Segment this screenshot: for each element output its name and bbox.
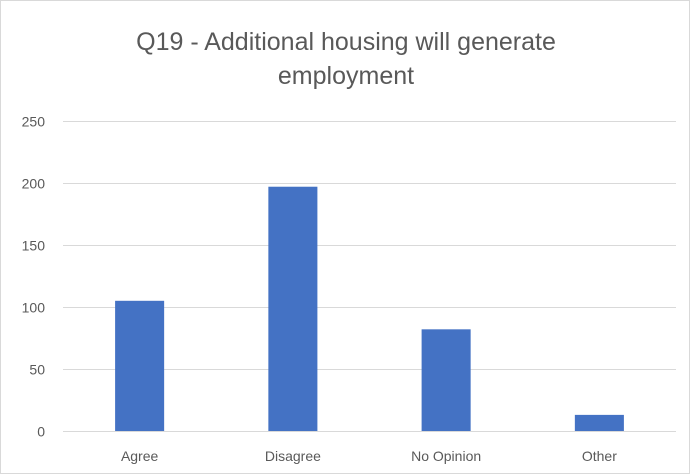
y-tick-label: 150 <box>22 238 46 254</box>
chart-title: Q19 - Additional housing will generate e… <box>1 25 690 93</box>
y-axis-tick-labels: 0 50 100 150 200 250 <box>22 114 46 440</box>
bar-other <box>574 414 624 431</box>
chart-title-line-1: Q19 - Additional housing will generate <box>136 28 556 56</box>
y-tick-label: 0 <box>37 424 45 440</box>
x-tick-label: Other <box>582 448 617 464</box>
y-tick-label: 100 <box>22 300 46 316</box>
bar-disagree <box>268 186 318 431</box>
x-tick-label: No Opinion <box>411 448 481 464</box>
bars <box>115 186 624 431</box>
x-tick-label: Disagree <box>265 448 321 464</box>
gridlines <box>63 121 676 432</box>
chart-title-line-2: employment <box>277 62 415 90</box>
bar-no-opinion <box>421 329 471 431</box>
y-tick-label: 200 <box>22 176 46 192</box>
x-tick-label: Agree <box>121 448 159 464</box>
y-tick-label: 250 <box>22 114 46 130</box>
bar-agree <box>115 300 165 431</box>
y-tick-label: 50 <box>29 362 45 378</box>
x-axis-tick-labels: Agree Disagree No Opinion Other <box>121 448 617 464</box>
